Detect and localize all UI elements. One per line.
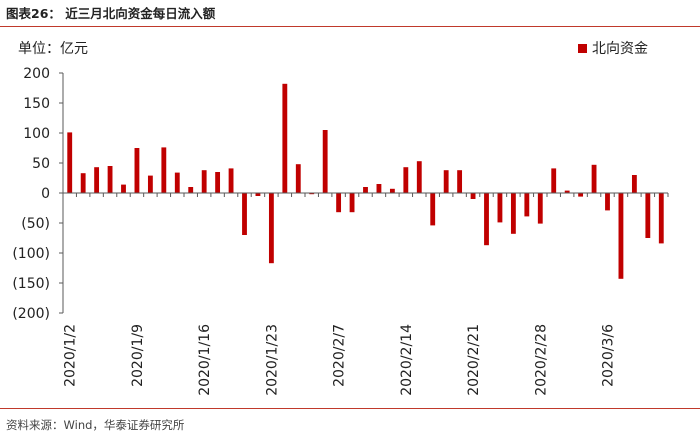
bar [524, 193, 530, 217]
y-tick-label: (100) [12, 246, 50, 262]
bar [631, 175, 637, 193]
bar [80, 173, 86, 193]
bar [228, 168, 234, 193]
bar [201, 170, 207, 193]
x-tick-label: 2020/2/21 [466, 324, 482, 396]
x-tick-label: 2020/3/6 [601, 324, 617, 387]
x-tick-label: 2020/2/14 [399, 324, 415, 396]
y-tick-label: 50 [32, 156, 50, 172]
bar [443, 170, 449, 193]
y-tick-label: 150 [23, 96, 50, 112]
bar [376, 184, 382, 193]
bar [578, 193, 584, 197]
bar-chart: 200 150 100 50 0 (50) (100) (150) (200) 2020/1/2 2… [12, 66, 669, 396]
y-tick-label: (200) [12, 306, 50, 322]
bar [309, 193, 315, 195]
y-tick-label: 100 [23, 126, 50, 142]
bar [510, 193, 516, 234]
bar [121, 184, 126, 193]
bar [658, 193, 664, 244]
bar [67, 132, 73, 193]
bar [215, 172, 221, 193]
y-tick-label: 200 [23, 66, 50, 82]
source-note: 资料来源：Wind，华泰证券研究所 [6, 418, 185, 432]
bar [591, 164, 597, 193]
bar [322, 130, 328, 193]
bar [295, 164, 301, 193]
bar [255, 193, 261, 196]
bar [645, 193, 651, 238]
bar [174, 172, 180, 193]
bar [484, 193, 489, 246]
bar [94, 167, 100, 193]
bar [457, 170, 463, 193]
bar [336, 193, 342, 213]
y-tick-label: (50) [21, 216, 50, 232]
legend-label: 北向资金 [592, 41, 648, 57]
bar [416, 161, 422, 193]
bar [363, 187, 368, 193]
bar [430, 193, 436, 226]
bar [188, 187, 194, 193]
bar [389, 188, 395, 193]
x-tick-label: 2020/1/16 [197, 324, 213, 396]
bar [403, 167, 409, 193]
legend: 北向资金 [578, 38, 648, 58]
bar [618, 193, 624, 279]
bar [470, 193, 476, 199]
x-tick-label: 2020/1/23 [264, 324, 280, 396]
x-tick-label: 2020/2/28 [533, 324, 549, 396]
legend-swatch [578, 43, 587, 53]
bar [551, 168, 557, 193]
y-tick-label: 0 [41, 186, 50, 202]
y-tick-label: (150) [12, 276, 50, 292]
bar [497, 193, 503, 223]
bar [605, 193, 610, 211]
bar [134, 148, 140, 193]
x-tick-label: 2020/1/2 [63, 324, 79, 387]
bar [242, 193, 247, 235]
bar [161, 147, 167, 193]
footer-divider [0, 408, 700, 409]
bar [564, 190, 570, 193]
y-axis-unit-label: 单位：亿元 [18, 41, 88, 57]
bar [147, 175, 153, 193]
bar [268, 193, 274, 264]
bar [107, 166, 113, 193]
title-divider [0, 26, 700, 27]
x-tick-label: 2020/1/9 [130, 324, 146, 387]
bar [349, 193, 355, 213]
bar [537, 193, 543, 224]
bar [282, 83, 288, 193]
chart-title: 图表26： 近三月北向资金每日流入额 [6, 6, 216, 21]
x-tick-label: 2020/2/7 [332, 324, 348, 387]
